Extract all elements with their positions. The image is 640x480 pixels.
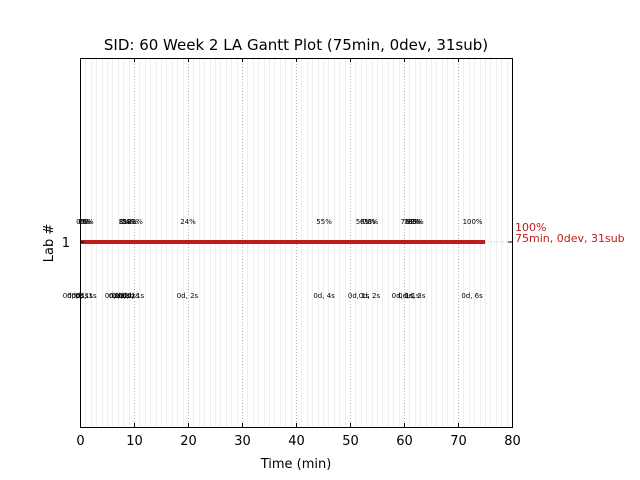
duration-label: 0d, 1s xyxy=(123,292,145,300)
duration-label: 0d, 6s xyxy=(461,292,483,300)
duration-label: 0d, 4s xyxy=(313,292,335,300)
percent-label: 100% xyxy=(463,218,483,226)
percent-label: 0% xyxy=(78,218,89,226)
percent-label: 55% xyxy=(316,218,332,226)
duration-label: 0d, 1s xyxy=(392,292,414,300)
duration-label: 0d, 1s xyxy=(71,292,93,300)
percent-label: 6% xyxy=(83,218,94,226)
x-tick-label: 80 xyxy=(504,434,521,449)
duration-label: 0d, 2s xyxy=(359,292,381,300)
percent-label: 58% xyxy=(356,218,372,226)
duration-label: 0d, 0s xyxy=(105,292,127,300)
duration-label: 0d, 0s xyxy=(109,292,131,300)
duration-label: 0d, 1s xyxy=(75,292,97,300)
duration-label: 0d, 2s xyxy=(177,292,199,300)
x-tick-label: 20 xyxy=(180,434,197,449)
percent-label: 8% xyxy=(119,218,130,226)
end-label-percent: 100% xyxy=(515,221,546,234)
duration-label: 0d, 0s xyxy=(63,292,85,300)
duration-label: 0d, 1s xyxy=(398,292,420,300)
percent-label: 14% xyxy=(121,218,137,226)
x-tick-label: 40 xyxy=(288,434,305,449)
x-tick-label: 50 xyxy=(342,434,359,449)
percent-label: 11% xyxy=(119,218,135,226)
duration-label: 0d, 1s xyxy=(118,292,140,300)
x-tick-label: 70 xyxy=(450,434,467,449)
tick-layer: 0 10 20 30 40 50 60 70 80 1 xyxy=(62,58,521,449)
chart-title: SID: 60 Week 2 LA Gantt Plot (75min, 0de… xyxy=(104,36,488,54)
percent-label: 79% xyxy=(404,218,420,226)
duration-label: 0d, 1s xyxy=(348,292,370,300)
duration-label: 0d, 1s xyxy=(115,292,137,300)
percent-label: 61% xyxy=(360,218,376,226)
percent-label: 76% xyxy=(401,218,417,226)
x-tick-label: 0 xyxy=(76,434,84,449)
duration-label: 0d, 3s xyxy=(404,292,426,300)
y-axis-label: Lab # xyxy=(42,224,57,263)
annotation-layer: 0%0%3%6% 8%11%14%18%21% 24% 55% 58%61%70% 76%… xyxy=(63,218,483,300)
x-axis-label: Time (min) xyxy=(260,457,332,472)
percent-label: 70% xyxy=(363,218,379,226)
percent-label: 21% xyxy=(127,218,143,226)
y-tick-label: 1 xyxy=(62,236,70,251)
percent-label: 3% xyxy=(80,218,91,226)
percent-label: 85% xyxy=(408,218,424,226)
end-label-detail: 75min, 0dev, 31sub xyxy=(515,232,625,245)
duration-label: 0d, 0s xyxy=(112,292,134,300)
percent-label: 24% xyxy=(180,218,196,226)
percent-label: 18% xyxy=(122,218,138,226)
x-tick-label: 30 xyxy=(234,434,251,449)
percent-label: 82% xyxy=(406,218,422,226)
x-tick-label: 10 xyxy=(126,434,143,449)
x-tick-label: 60 xyxy=(396,434,413,449)
percent-label: 0% xyxy=(76,218,87,226)
duration-label: 0d, 1s xyxy=(67,292,89,300)
